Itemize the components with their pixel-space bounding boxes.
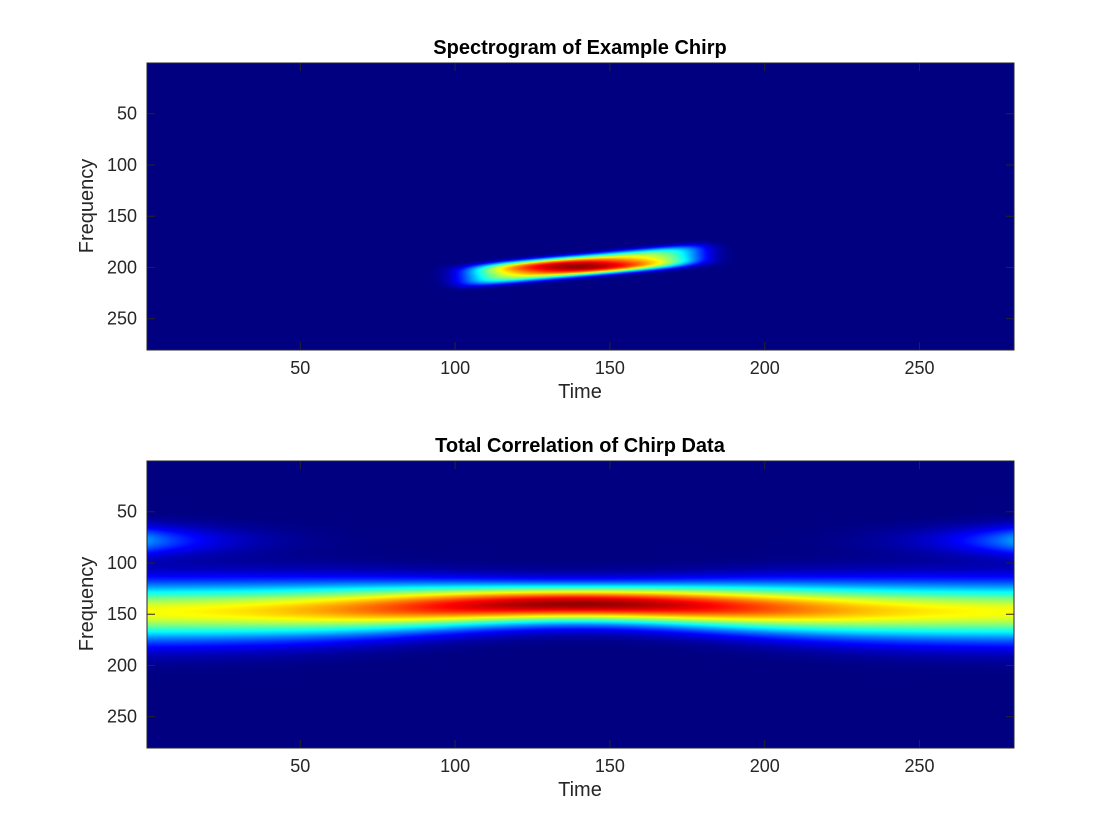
correlation-y-tick-label: 50 — [117, 502, 137, 522]
spectrogram-y-label: Frequency — [76, 159, 98, 254]
correlation-x-tick-label: 250 — [905, 756, 935, 776]
spectrogram-x-tick-label: 200 — [750, 358, 780, 378]
spectrogram-x-tick-label: 250 — [905, 358, 935, 378]
correlation-y-ticks: 50 100 150 200 250 — [107, 502, 1014, 727]
correlation-panel: Total Correlation of Chirp Data 50 100 150… — [76, 435, 1015, 801]
correlation-y-tick-label: 200 — [107, 655, 137, 675]
spectrogram-x-tick-label: 50 — [290, 358, 310, 378]
correlation-x-ticks: 50 100 150 200 250 — [290, 461, 935, 776]
spectrogram-x-ticks: 50 100 150 200 250 — [290, 63, 935, 378]
spectrogram-panel: Spectrogram of Example Chirp 50 100 150 200… — [76, 37, 1015, 403]
correlation-y-tick-label: 250 — [107, 707, 137, 727]
correlation-x-tick-label: 100 — [440, 756, 470, 776]
correlation-x-tick-label: 150 — [595, 756, 625, 776]
spectrogram-y-tick-label: 50 — [117, 104, 137, 124]
spectrogram-heatmap — [147, 63, 1014, 350]
spectrogram-y-tick-label: 100 — [107, 155, 137, 175]
spectrogram-y-tick-label: 150 — [107, 206, 137, 226]
spectrogram-x-tick-label: 100 — [440, 358, 470, 378]
correlation-x-label: Time — [558, 779, 602, 801]
correlation-title: Total Correlation of Chirp Data — [435, 435, 726, 457]
correlation-y-tick-label: 150 — [107, 604, 137, 624]
spectrogram-y-tick-label: 200 — [107, 257, 137, 277]
spectrogram-x-label: Time — [558, 381, 602, 403]
correlation-heatmap — [147, 461, 1014, 748]
spectrogram-axes-frame — [146, 62, 1015, 351]
correlation-x-tick-label: 200 — [750, 756, 780, 776]
spectrogram-y-tick-label: 250 — [107, 309, 137, 329]
spectrogram-title: Spectrogram of Example Chirp — [433, 37, 726, 59]
correlation-y-tick-label: 100 — [107, 553, 137, 573]
correlation-x-tick-label: 50 — [290, 756, 310, 776]
correlation-y-label: Frequency — [76, 557, 98, 652]
spectrogram-y-ticks: 50 100 150 200 250 — [107, 104, 1014, 329]
correlation-axes-frame — [146, 460, 1015, 749]
spectrogram-x-tick-label: 150 — [595, 358, 625, 378]
